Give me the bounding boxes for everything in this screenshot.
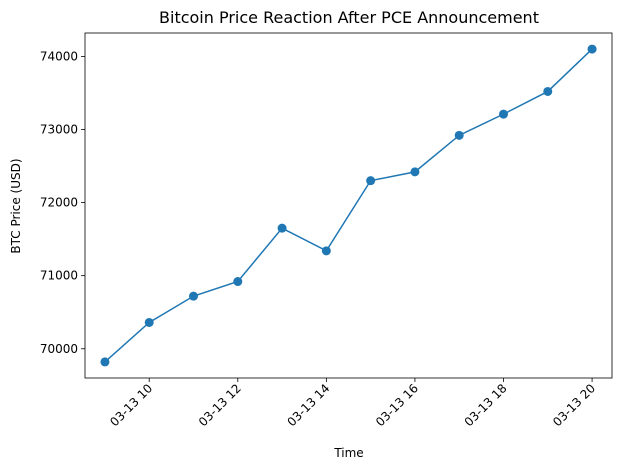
data-point-9 [100,357,110,367]
data-point-15 [366,176,376,186]
y-tick-label-71000: 71000 [40,269,78,283]
data-point-16 [410,167,420,177]
data-point-11 [189,291,198,301]
x-tick-label-14: 03-13 14 [284,381,332,429]
data-point-12 [233,277,243,287]
x-tick-label-12: 03-13 12 [196,381,244,429]
plot-area-frame [84,32,613,379]
data-point-13 [277,223,287,233]
data-point-10 [144,317,154,327]
x-tick-label-16: 03-13 16 [373,381,421,429]
series-layer [100,44,597,367]
data-point-19 [543,86,553,96]
y-tick-label-72000: 72000 [40,196,78,210]
x-axis: 03-13 10 03-13 12 03-13 14 03-13 16 03-13 18… [107,378,598,429]
y-axis-label: BTC Price (USD) [9,158,23,253]
y-axis: 70000 71000 72000 73000 74000 [40,49,85,356]
data-point-18 [499,109,508,119]
data-point-14 [321,246,331,256]
series-line-0 [104,48,593,363]
chart-title: Bitcoin Price Reaction After PCE Announc… [159,8,539,27]
x-axis-label: Time [333,446,363,460]
x-tick-label-20: 03-13 20 [550,381,598,429]
x-tick-label-10: 03-13 10 [107,381,155,429]
y-tick-label-70000: 70000 [40,342,78,356]
x-tick-label-18: 03-13 18 [462,381,510,429]
y-tick-label-74000: 74000 [40,49,78,63]
y-tick-label-73000: 73000 [40,122,78,136]
data-point-17 [454,130,464,140]
data-point-20 [587,44,597,54]
